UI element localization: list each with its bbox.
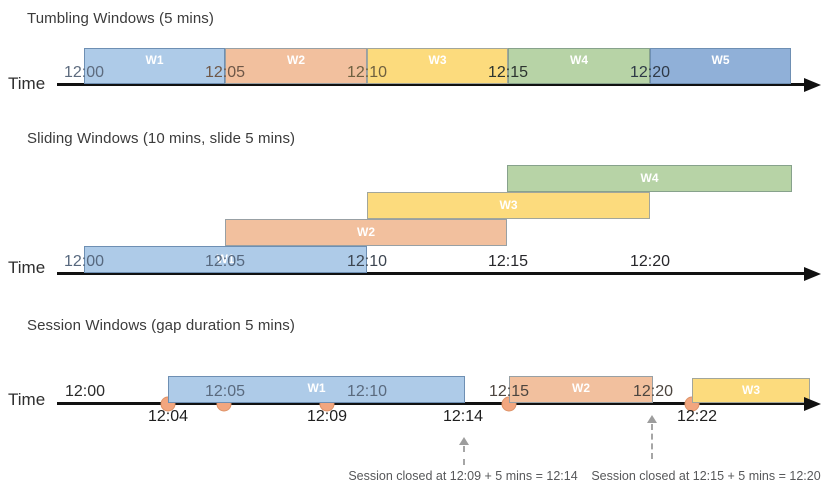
tick-label: 12:20 — [629, 64, 671, 81]
time-axis-label: Time — [8, 74, 46, 93]
window-label: W1 — [216, 252, 235, 266]
window-bar-w2 — [509, 376, 653, 403]
tick-label: 12:05 — [204, 383, 246, 400]
axis-arrowhead-icon — [804, 397, 821, 411]
axis-arrowhead-icon — [804, 78, 821, 92]
window-label: W2 — [287, 53, 305, 67]
sliding-section-title: Sliding Windows (10 mins, slide 5 mins) — [27, 130, 296, 147]
tick-label: 12:05 — [204, 253, 246, 270]
window-bar-w1 — [84, 246, 367, 273]
time-axis-label: Time — [8, 390, 46, 409]
window-bar-w5 — [650, 48, 791, 84]
window-label: W1 — [145, 53, 164, 67]
time-axis — [57, 402, 806, 405]
tick-label: 12:10 — [346, 64, 388, 81]
time-axis — [57, 83, 806, 86]
window-bar-w2 — [225, 48, 367, 84]
tumbling-section-title: Tumbling Windows (5 mins) — [27, 10, 214, 27]
session-close-annotation: Session closed at 12:15 + 5 mins = 12:20 — [591, 469, 821, 483]
window-label: W4 — [570, 53, 588, 67]
window-label: W1 — [307, 381, 326, 395]
window-bar-w2 — [225, 219, 507, 246]
tick-label: 12:10 — [346, 253, 388, 270]
time-axis — [57, 272, 806, 275]
window-label: W2 — [357, 225, 375, 239]
event-time-label: 12:04 — [147, 408, 189, 425]
tick-label: 12:10 — [346, 383, 388, 400]
tick-label: 12:15 — [487, 253, 529, 270]
tick-label: 12:15 — [488, 383, 530, 400]
session-close-annotation: Session closed at 12:09 + 5 mins = 12:14 — [348, 469, 578, 483]
session-section-title: Session Windows (gap duration 5 mins) — [27, 317, 295, 334]
tick-label: 12:00 — [63, 64, 105, 81]
event-time-label: 12:14 — [442, 408, 484, 425]
tick-label: 12:20 — [629, 253, 671, 270]
tick-label: 12:20 — [632, 383, 674, 400]
window-bar-w1 — [84, 48, 225, 84]
window-label: W2 — [572, 381, 590, 395]
tick-label: 12:15 — [487, 64, 529, 81]
tick-label: 12:05 — [204, 64, 246, 81]
window-bar-w4 — [508, 48, 650, 84]
window-label: W3 — [428, 53, 447, 67]
window-label: W4 — [640, 171, 659, 185]
time-axis-label: Time — [8, 258, 46, 277]
window-label: W3 — [742, 383, 760, 397]
window-label: W5 — [711, 53, 730, 67]
window-bar-w1 — [168, 376, 465, 403]
event-time-label: 12:09 — [306, 408, 348, 425]
arrow-up-icon — [647, 415, 657, 423]
tick-label: 12:00 — [63, 253, 105, 270]
window-label: W3 — [499, 198, 518, 212]
event-time-label: 12:22 — [676, 408, 718, 425]
window-bar-w3 — [367, 192, 650, 219]
axis-arrowhead-icon — [804, 267, 821, 281]
arrow-up-icon — [459, 437, 469, 445]
window-bar-w4 — [507, 165, 792, 192]
window-bar-w3 — [367, 48, 508, 84]
window-bar-w3 — [692, 378, 810, 403]
tick-label: 12:00 — [64, 383, 106, 400]
